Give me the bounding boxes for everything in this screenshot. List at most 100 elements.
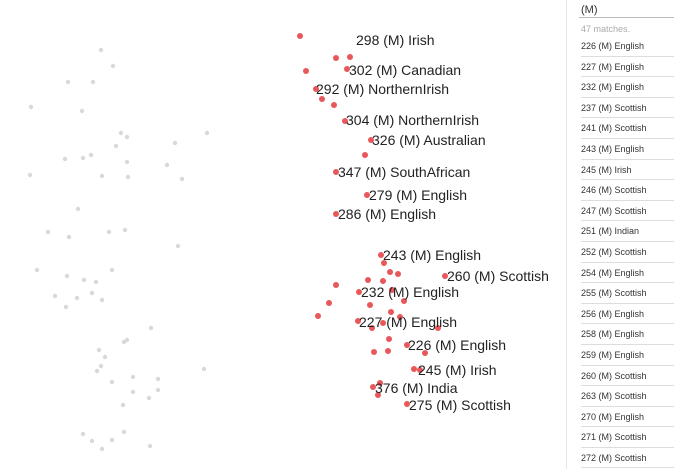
highlighted-point[interactable]	[303, 68, 309, 74]
highlighted-point[interactable]	[386, 336, 392, 342]
faded-point[interactable]	[155, 376, 161, 382]
scatter-plot-canvas[interactable]: 298 (M) Irish 302 (M) Canadian 292 (M) Nor…	[0, 0, 566, 469]
faded-point[interactable]	[80, 155, 86, 161]
highlighted-point[interactable]	[375, 392, 381, 398]
highlighted-point[interactable]	[313, 86, 319, 92]
faded-point[interactable]	[28, 104, 34, 110]
faded-point[interactable]	[62, 156, 68, 162]
faded-point[interactable]	[130, 374, 136, 380]
highlighted-point[interactable]	[385, 348, 391, 354]
faded-point[interactable]	[98, 47, 104, 53]
highlighted-point[interactable]	[397, 314, 403, 320]
faded-point[interactable]	[106, 229, 112, 235]
faded-point[interactable]	[124, 134, 130, 140]
highlighted-point[interactable]	[395, 271, 401, 277]
result-item[interactable]: 272 (M) Scottish	[581, 448, 674, 469]
result-item[interactable]: 227 (M) English	[581, 57, 674, 78]
faded-point[interactable]	[124, 159, 130, 165]
highlighted-point[interactable]	[344, 66, 350, 72]
faded-point[interactable]	[121, 429, 127, 435]
faded-point[interactable]	[164, 162, 170, 168]
faded-point[interactable]	[148, 325, 154, 331]
highlighted-point[interactable]	[333, 55, 339, 61]
highlighted-point[interactable]	[355, 318, 361, 324]
faded-point[interactable]	[99, 173, 105, 179]
faded-point[interactable]	[66, 234, 72, 240]
faded-point[interactable]	[27, 172, 33, 178]
result-item[interactable]: 226 (M) English	[581, 36, 674, 57]
highlighted-point[interactable]	[333, 169, 339, 175]
highlighted-point[interactable]	[367, 302, 373, 308]
highlighted-point[interactable]	[315, 313, 321, 319]
faded-point[interactable]	[74, 295, 80, 301]
result-item[interactable]: 246 (M) Scottish	[581, 180, 674, 201]
faded-point[interactable]	[179, 176, 185, 182]
result-item[interactable]: 256 (M) English	[581, 304, 674, 325]
result-item[interactable]: 245 (M) Irish	[581, 160, 674, 181]
highlighted-point[interactable]	[370, 384, 376, 390]
highlighted-point[interactable]	[347, 54, 353, 60]
faded-point[interactable]	[175, 243, 181, 249]
faded-point[interactable]	[118, 130, 124, 136]
faded-point[interactable]	[63, 304, 69, 310]
highlighted-point[interactable]	[417, 367, 423, 373]
highlighted-point[interactable]	[331, 102, 337, 108]
faded-point[interactable]	[65, 79, 71, 85]
highlighted-point[interactable]	[435, 325, 441, 331]
highlighted-point[interactable]	[404, 342, 410, 348]
faded-point[interactable]	[130, 389, 136, 395]
result-item[interactable]: 252 (M) Scottish	[581, 242, 674, 263]
faded-point[interactable]	[155, 387, 161, 393]
faded-point[interactable]	[146, 395, 152, 401]
faded-point[interactable]	[75, 206, 81, 212]
faded-point[interactable]	[81, 277, 87, 283]
highlighted-point[interactable]	[333, 211, 339, 217]
highlighted-point[interactable]	[371, 349, 377, 355]
result-item[interactable]: 259 (M) English	[581, 345, 674, 366]
highlighted-point[interactable]	[380, 278, 386, 284]
faded-point[interactable]	[64, 273, 70, 279]
faded-point[interactable]	[89, 290, 95, 296]
highlighted-point[interactable]	[404, 401, 410, 407]
highlighted-point[interactable]	[342, 118, 348, 124]
highlighted-point[interactable]	[442, 273, 448, 279]
faded-point[interactable]	[172, 140, 178, 146]
highlighted-point[interactable]	[369, 325, 375, 331]
highlighted-point[interactable]	[389, 287, 395, 293]
faded-point[interactable]	[125, 174, 131, 180]
highlighted-point[interactable]	[422, 350, 428, 356]
faded-point[interactable]	[109, 267, 115, 273]
result-item[interactable]: 232 (M) English	[581, 77, 674, 98]
result-item[interactable]: 237 (M) Scottish	[581, 98, 674, 119]
faded-point[interactable]	[34, 267, 40, 273]
result-item[interactable]: 270 (M) English	[581, 407, 674, 428]
highlighted-point[interactable]	[365, 277, 371, 283]
faded-point[interactable]	[80, 431, 86, 437]
faded-point[interactable]	[147, 443, 153, 449]
highlighted-point[interactable]	[381, 260, 387, 266]
faded-point[interactable]	[99, 297, 105, 303]
faded-point[interactable]	[201, 366, 207, 372]
faded-point[interactable]	[120, 402, 126, 408]
faded-point[interactable]	[110, 63, 116, 69]
faded-point[interactable]	[109, 379, 115, 385]
highlighted-point[interactable]	[364, 192, 370, 198]
highlighted-point[interactable]	[362, 152, 368, 158]
highlighted-point[interactable]	[319, 96, 325, 102]
faded-point[interactable]	[79, 108, 85, 114]
highlighted-point[interactable]	[388, 309, 394, 315]
highlighted-point[interactable]	[356, 289, 362, 295]
faded-point[interactable]	[96, 347, 102, 353]
search-input[interactable]	[579, 0, 674, 18]
faded-point[interactable]	[102, 354, 108, 360]
faded-point[interactable]	[122, 227, 128, 233]
highlighted-point[interactable]	[333, 282, 339, 288]
highlighted-point[interactable]	[387, 269, 393, 275]
result-item[interactable]: 241 (M) Scottish	[581, 118, 674, 139]
faded-point[interactable]	[99, 446, 105, 452]
faded-point[interactable]	[52, 293, 58, 299]
result-item[interactable]: 243 (M) English	[581, 139, 674, 160]
faded-point[interactable]	[88, 152, 94, 158]
result-item[interactable]: 260 (M) Scottish	[581, 366, 674, 387]
result-item[interactable]: 271 (M) Scottish	[581, 427, 674, 448]
